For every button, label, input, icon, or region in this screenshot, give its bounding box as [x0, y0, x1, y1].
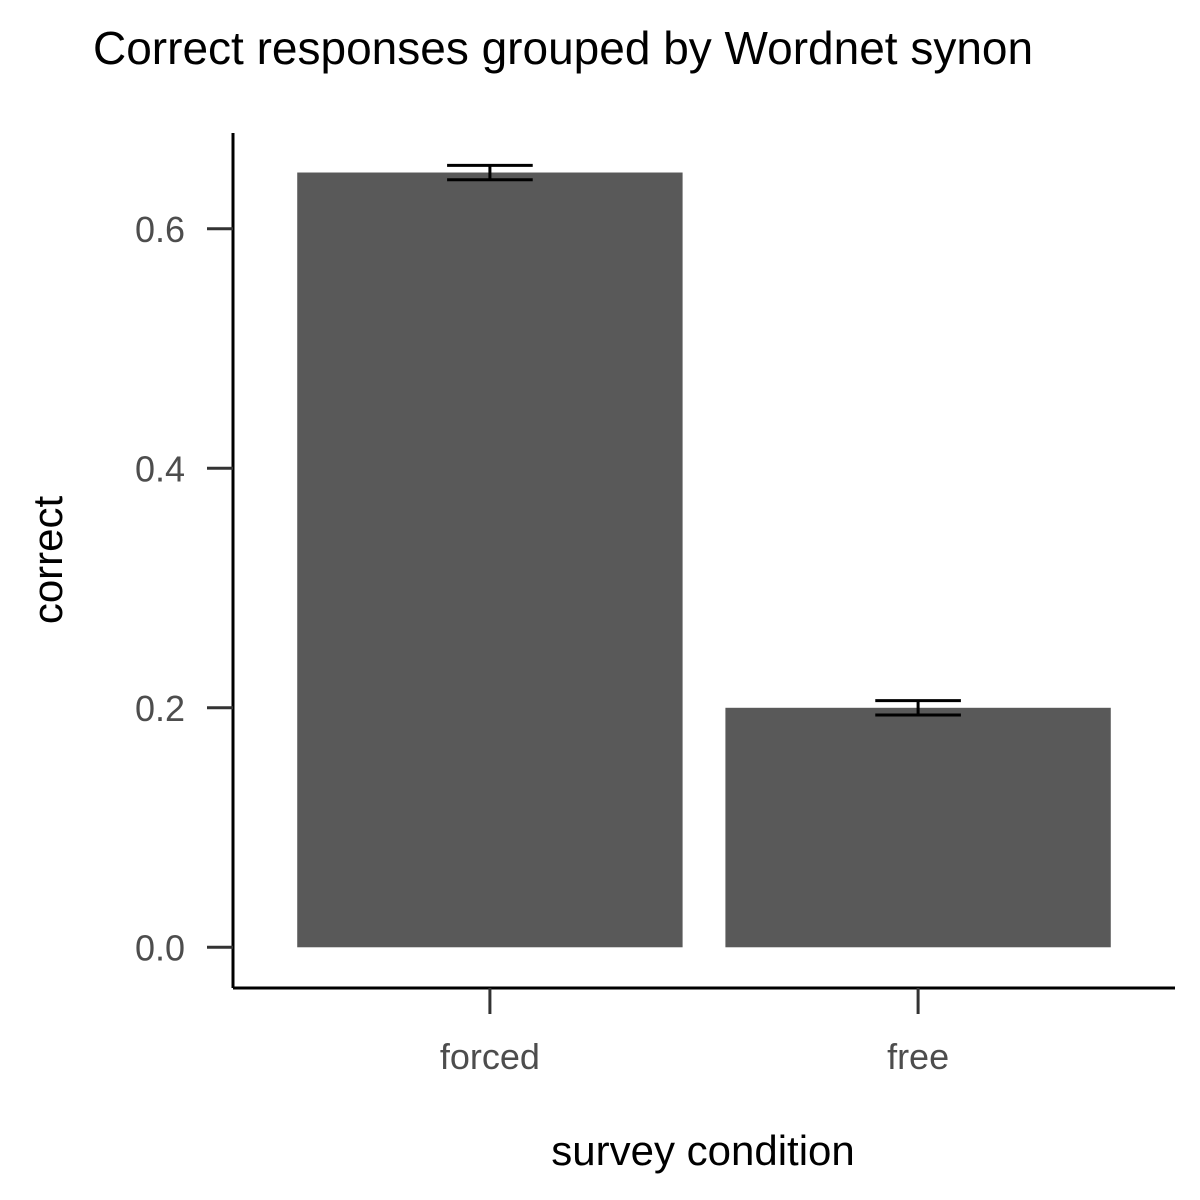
bar-forced [297, 172, 683, 948]
chart-title: Correct responses grouped by Wordnet syn… [93, 22, 1033, 74]
x-tick-label-free: free [887, 1036, 949, 1077]
x-tick-label-forced: forced [440, 1036, 540, 1077]
errorbars-group [447, 163, 961, 717]
x-axis-title: survey condition [551, 1127, 855, 1174]
x-ticks-group: forced free [440, 988, 949, 1077]
y-tick-label-0.6: 0.6 [135, 209, 185, 250]
y-tick-label-0.4: 0.4 [135, 448, 185, 489]
y-ticks-group: 0.0 0.2 0.4 0.6 [135, 209, 233, 968]
bar-free [725, 707, 1111, 948]
y-tick-label-0.2: 0.2 [135, 688, 185, 729]
bars-group [297, 172, 1111, 948]
y-axis-title: correct [24, 495, 71, 624]
y-tick-label-0.0: 0.0 [135, 927, 185, 968]
